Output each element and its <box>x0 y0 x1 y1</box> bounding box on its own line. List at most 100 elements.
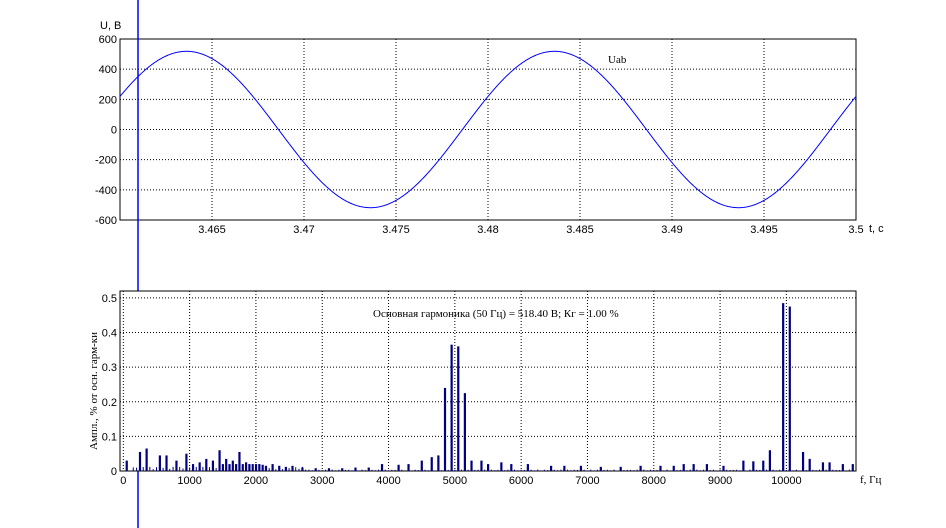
spectrum-noise-bar <box>613 469 615 471</box>
spectrum-bar <box>682 464 685 471</box>
top-ytick-label: -400 <box>95 185 117 197</box>
harmonic-spectrum-plot: 0 1000 2000 3000 4000 5000 6000 7000 8000 9000 100… <box>88 290 882 487</box>
spectrum-bar <box>314 468 317 471</box>
spectrum-bar <box>380 464 384 471</box>
spectrum-noise-bar <box>285 467 287 471</box>
spectrum-noise-bar <box>580 470 582 471</box>
spectrum-noise-bar <box>669 470 671 471</box>
spectrum-bar <box>526 464 529 471</box>
spectrum-noise-bar <box>232 467 234 471</box>
spectrum-bar <box>851 464 854 471</box>
fundamental-annotation: Основная гармоника (50 Гц) = 518.40 В; К… <box>373 308 619 320</box>
spectrum-bar <box>619 466 622 471</box>
spectrum-noise-bar <box>467 469 469 471</box>
spectrum-noise-bar <box>146 469 148 471</box>
spectrum-noise-bar <box>590 469 592 471</box>
spectrum-noise-bar <box>414 469 416 471</box>
spectrum-noise-bar <box>371 469 373 471</box>
spectrum-noise-bar <box>477 469 479 471</box>
spectrum-noise-bar <box>703 469 704 471</box>
spectrum-noise-bar <box>155 467 157 471</box>
spectrum-noise-bar <box>656 469 658 471</box>
bottom-ytick-label: 0.5 <box>102 293 117 305</box>
spectrum-noise-bar <box>500 469 502 471</box>
spectrum-noise-bar <box>636 469 638 471</box>
spectrum-noise-bar <box>470 469 472 471</box>
spectrum-noise-bar <box>199 469 201 471</box>
spectrum-bar <box>487 464 490 471</box>
uab-series-line <box>119 50 857 209</box>
spectrum-bar <box>510 464 513 471</box>
spectrum-noise-bar <box>242 467 244 471</box>
spectrum-noise-bar <box>288 468 290 471</box>
spectrum-bar <box>788 306 791 471</box>
spectrum-bar <box>191 464 195 471</box>
spectrum-noise-bar <box>799 470 801 471</box>
spectrum-noise-bar <box>805 470 807 471</box>
spectrum-bar <box>158 455 161 471</box>
spectrum-noise-bar <box>752 470 754 471</box>
spectrum-noise-bar <box>812 469 814 471</box>
spectrum-noise-bar <box>258 468 260 471</box>
spectrum-noise-bar <box>305 469 307 471</box>
top-ytick-label: -600 <box>95 215 117 227</box>
spectrum-noise-bar <box>630 469 632 471</box>
spectrum-bar <box>185 453 188 471</box>
spectrum-bar <box>367 467 370 471</box>
spectrum-bar <box>231 460 234 471</box>
top-xtick-label: 3.48 <box>477 224 498 236</box>
spectrum-noise-bar <box>795 469 797 471</box>
spectrum-noise-bar <box>182 468 184 471</box>
spectrum-noise-bar <box>577 469 579 471</box>
spectrum-noise-bar <box>742 469 744 471</box>
spectrum-noise-bar <box>699 470 701 471</box>
top-ticks: 3.465 3.47 3.475 3.48 3.485 3.49 3.495 3.5 600 40… <box>95 34 864 236</box>
spectrum-noise-bar <box>653 469 655 471</box>
spectrum-noise-bar <box>663 470 665 471</box>
spectrum-noise-bar <box>401 469 403 471</box>
spectrum-noise-bar <box>278 466 280 471</box>
spectrum-noise-bar <box>202 466 204 471</box>
spectrum-noise-bar <box>819 469 821 471</box>
spectrum-noise-bar <box>215 467 217 471</box>
spectrum-bar <box>258 464 261 471</box>
spectrum-noise-bar <box>295 467 297 471</box>
top-xtick-label: 3.465 <box>198 224 226 236</box>
bottom-xlabel: f, Гц <box>860 474 882 486</box>
spectrum-noise-bar <box>560 469 562 471</box>
spectrum-noise-bar <box>142 467 144 471</box>
spectrum-noise-bar <box>218 467 220 471</box>
spectrum-noise-bar <box>537 469 539 471</box>
spectrum-noise-bar <box>567 469 569 471</box>
spectrum-noise-bar <box>205 468 207 471</box>
spectrum-noise-bar <box>825 469 827 471</box>
spectrum-bar <box>125 460 128 471</box>
spectrum-noise-bar <box>162 467 164 471</box>
spectrum-bar <box>175 460 178 471</box>
spectrum-noise-bar <box>344 469 346 471</box>
spectrum-noise-bar <box>417 470 419 471</box>
spectrum-noise-bar <box>185 467 187 471</box>
spectrum-noise-bar <box>689 469 691 471</box>
spectrum-noise-bar <box>179 466 181 471</box>
spectrum-noise-bar <box>364 470 366 471</box>
spectrum-noise-bar <box>772 469 774 471</box>
spectrum-bar <box>228 464 231 471</box>
spectrum-noise-bar <box>212 467 214 471</box>
spectrum-noise-bar <box>132 467 134 471</box>
spectrum-noise-bar <box>437 469 439 471</box>
bottom-ytick-label: 0 <box>111 466 117 478</box>
spectrum-noise-bar <box>391 469 393 471</box>
spectrum-bar <box>354 467 357 471</box>
spectrum-noise-bar <box>374 470 376 471</box>
spectrum-noise-bar <box>308 469 310 471</box>
spectrum-noise-bar <box>275 469 277 471</box>
spectrum-bar <box>692 464 695 471</box>
spectrum-noise-bar <box>523 469 525 471</box>
spectrum-noise-bar <box>547 470 549 471</box>
spectrum-noise-bar <box>451 470 453 471</box>
top-ytick-label: 200 <box>99 94 117 106</box>
spectrum-noise-bar <box>553 469 555 471</box>
spectrum-noise-bar <box>762 470 764 471</box>
spectrum-noise-bar <box>540 470 542 471</box>
